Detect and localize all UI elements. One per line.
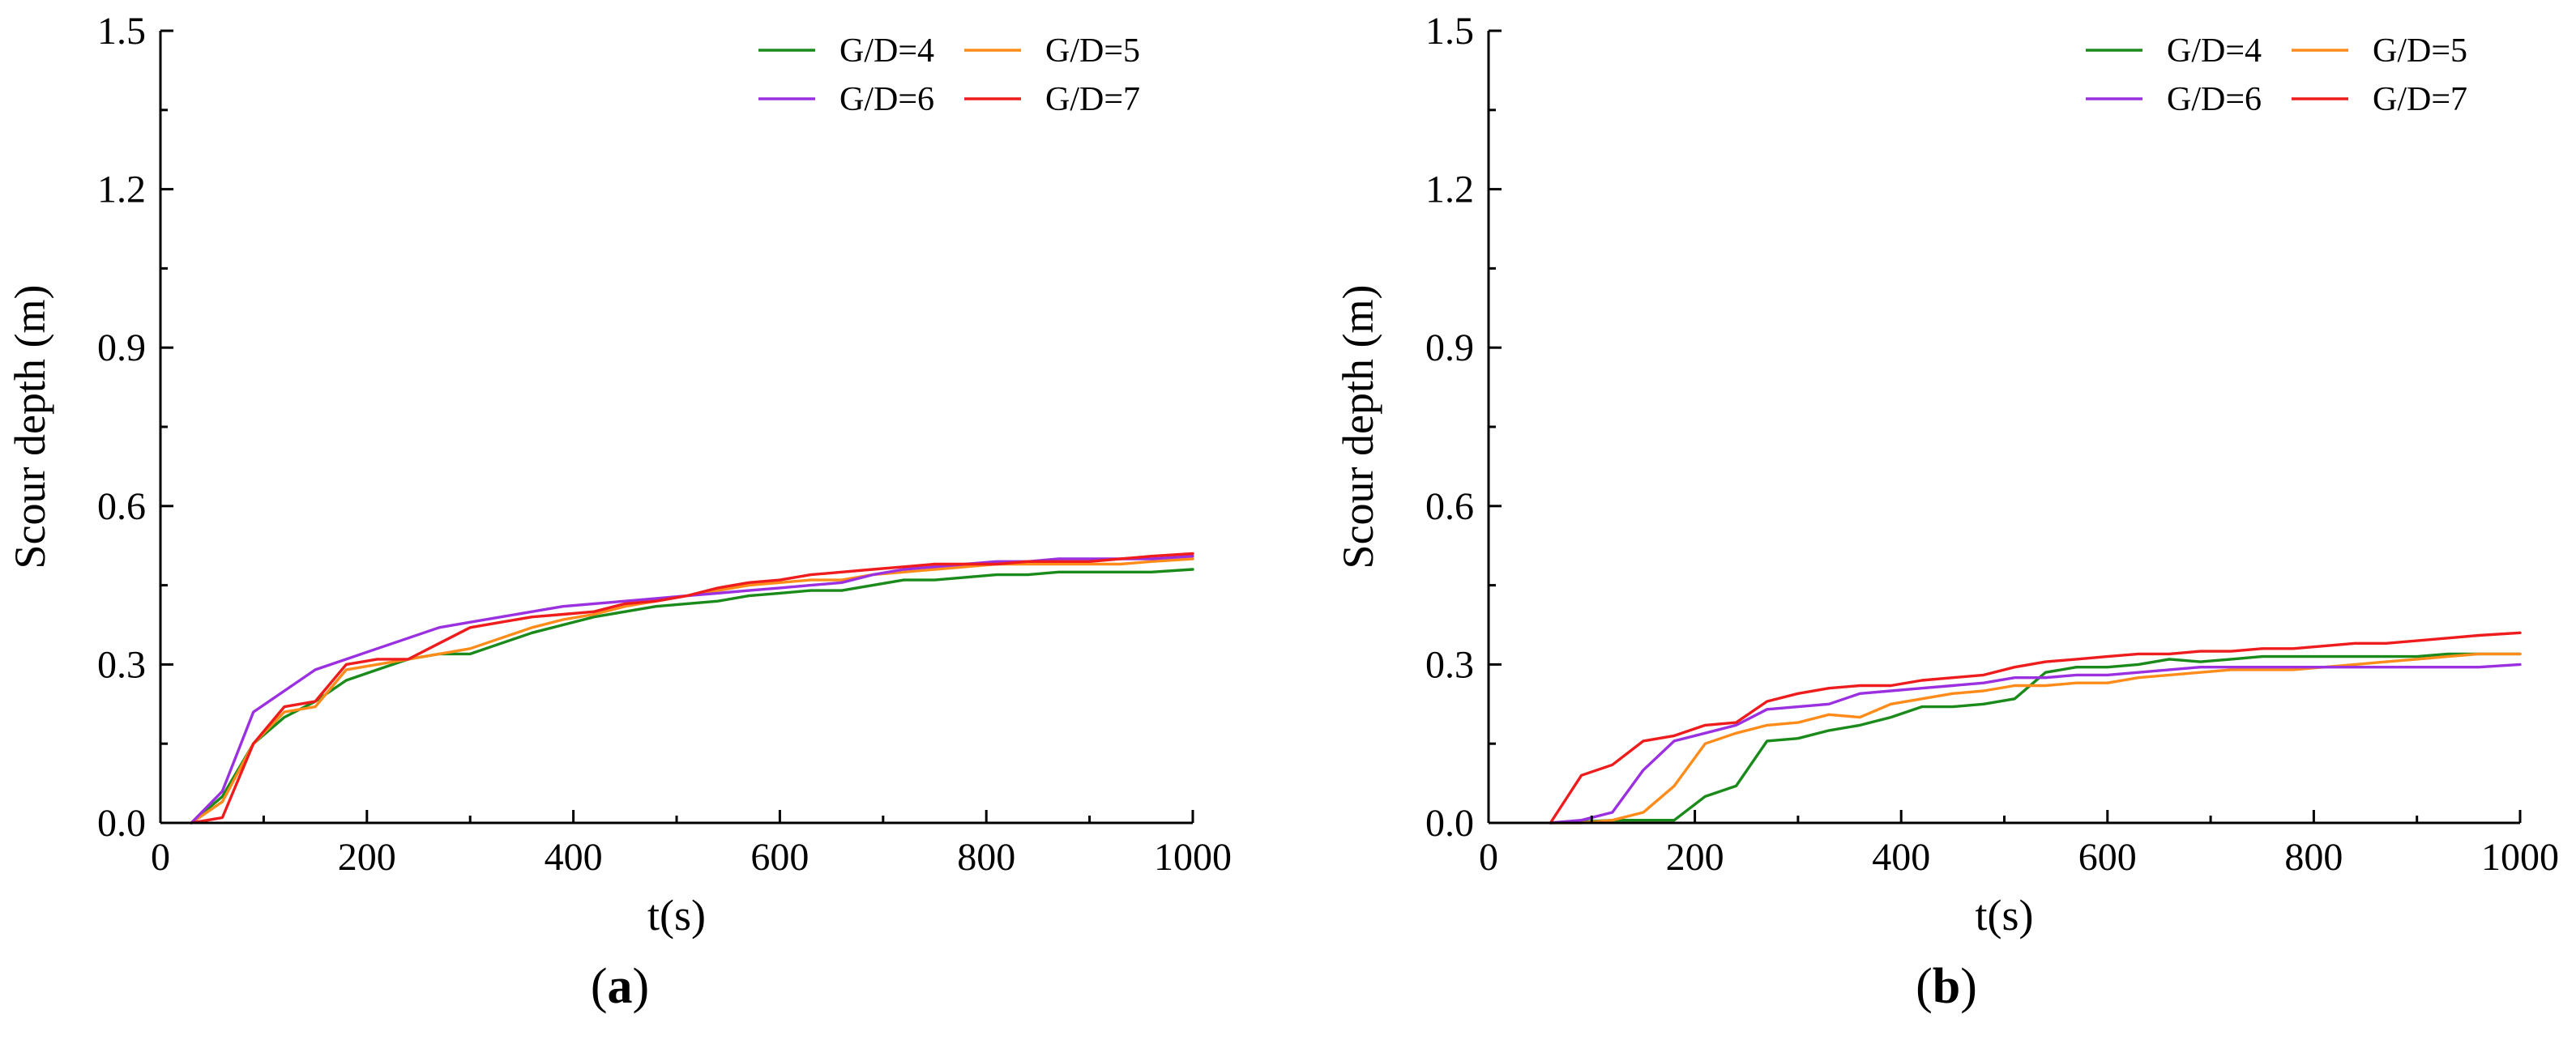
x-tick-label: 0 (151, 836, 170, 879)
x-axis-title: t(s) (647, 891, 706, 940)
x-tick-label: 200 (338, 836, 396, 879)
x-tick-label: 800 (957, 836, 1015, 879)
series-line-gd-5 (1549, 652, 2522, 825)
y-tick-label: 0.3 (1425, 643, 1474, 686)
legend-label: G/D=5 (2373, 32, 2467, 70)
series-line-gd-7 (190, 552, 1194, 825)
series-line-gd-5 (190, 557, 1194, 825)
series-line-gd-7 (1549, 631, 2522, 825)
x-tick-label: 800 (2284, 836, 2343, 879)
series-line-gd-6 (190, 555, 1194, 825)
y-tick-label: 0.3 (97, 643, 146, 686)
y-tick-label: 0.9 (1425, 326, 1474, 369)
x-tick-label: 400 (545, 836, 603, 879)
x-tick-label: 1000 (1154, 836, 1232, 879)
x-tick-label: 600 (2078, 836, 2137, 879)
panel-caption: (b) (1916, 959, 1977, 1014)
y-tick-label: 1.2 (1425, 168, 1474, 211)
legend-label: G/D=4 (2167, 32, 2262, 70)
y-tick-label: 0.6 (97, 485, 146, 528)
chart-panel-a: 0 200 400 600 800 1000 0.0 0.3 0.6 0.9 1.2 1.5 t(s) S… (6, 10, 1232, 1014)
x-tick-label: 1000 (2481, 836, 2559, 879)
chart-panel-b: 0 200 400 600 800 1000 0.0 0.3 0.6 0.9 1.2 1.5 t(s) S… (1334, 10, 2559, 1014)
x-axis-title: t(s) (1976, 891, 2034, 940)
legend-label: G/D=7 (2373, 81, 2467, 118)
x-tick-label: 0 (1479, 836, 1498, 879)
x-tick-label: 200 (1666, 836, 1724, 879)
legend-label: G/D=6 (839, 81, 934, 118)
y-tick-label: 0.9 (97, 326, 146, 369)
y-tick-label: 1.5 (1425, 10, 1474, 53)
y-tick-label: 0.0 (97, 802, 146, 845)
y-tick-label: 1.2 (97, 168, 146, 211)
panel-caption: (a) (591, 959, 649, 1014)
x-tick-label: 600 (750, 836, 809, 879)
legend-label: G/D=5 (1045, 32, 1140, 70)
series-line-gd-4 (1549, 652, 2522, 825)
y-tick-label: 0.0 (1425, 802, 1474, 845)
legend-label: G/D=7 (1045, 81, 1140, 118)
legend-label: G/D=4 (839, 32, 934, 70)
series-line-gd-4 (190, 568, 1194, 825)
series-line-gd-6 (1549, 663, 2522, 825)
x-tick-label: 400 (1872, 836, 1930, 879)
y-tick-label: 0.6 (1425, 485, 1474, 528)
y-axis-title: Scour depth (m) (1334, 285, 1382, 569)
y-tick-label: 1.5 (97, 10, 146, 53)
y-axis-title: Scour depth (m) (6, 285, 54, 569)
legend-label: G/D=6 (2167, 81, 2262, 118)
